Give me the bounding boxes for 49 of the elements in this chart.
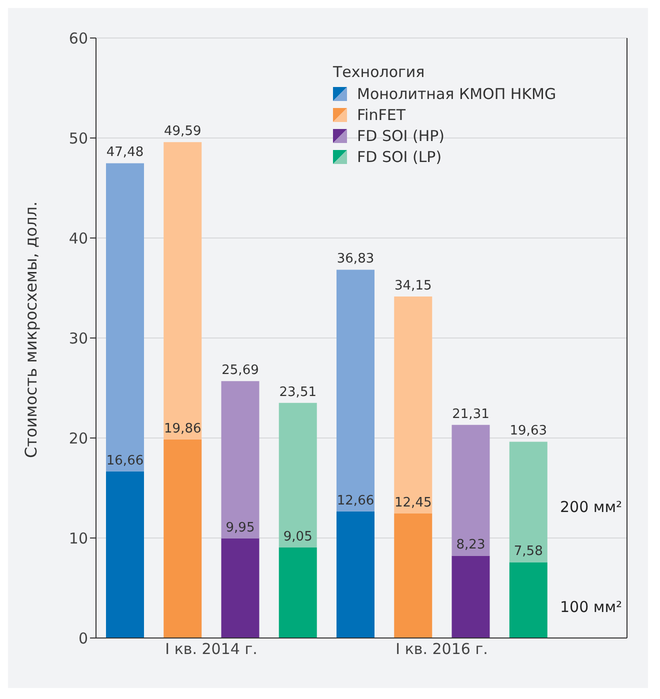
total-label: 49,59 <box>164 124 202 140</box>
text: 100 мм² <box>560 598 622 616</box>
data-label: 9,05 <box>283 530 312 544</box>
data-label: 12,66 <box>336 493 374 508</box>
bar <box>509 562 548 638</box>
y-tick-label: 40 <box>68 229 88 248</box>
legend-label: FinFET <box>357 106 406 124</box>
y-tick-label: 20 <box>68 429 88 448</box>
text: 200 мм² <box>560 498 622 516</box>
bar <box>106 471 144 638</box>
data-label: 16,66 <box>106 453 144 468</box>
data-label: 19,86 <box>164 421 202 436</box>
legend-label: FD SOI (HP) <box>357 127 444 145</box>
bar <box>278 548 317 638</box>
y-tick-label: 10 <box>68 529 88 548</box>
total-label: 47,48 <box>106 145 144 160</box>
bar <box>452 424 490 556</box>
data-label: 12,45 <box>394 496 432 510</box>
bar <box>106 163 144 472</box>
total-label: 19,63 <box>510 424 547 439</box>
text: I кв. 2014 г. <box>164 640 258 658</box>
y-tick-label: 50 <box>68 129 88 148</box>
total-label: 36,83 <box>336 252 374 267</box>
legend-label: FD SOI (LP) <box>357 148 442 166</box>
legend-title: Технология <box>333 63 426 81</box>
total-label: 34,15 <box>394 278 432 294</box>
y-tick-label: 60 <box>68 29 88 48</box>
total-label: 23,51 <box>279 384 316 400</box>
bar <box>164 439 202 638</box>
y-tick-label: 30 <box>68 329 88 348</box>
bar <box>221 538 260 638</box>
total-label: 25,69 <box>222 363 259 378</box>
y-tick-label: 0 <box>78 629 88 648</box>
total-label: 21,31 <box>452 406 490 422</box>
bar <box>221 381 260 538</box>
legend-label: Монолитная КМОП HKMG <box>357 85 556 103</box>
bar <box>278 402 317 548</box>
bar <box>336 511 374 638</box>
bar <box>452 556 490 638</box>
bar <box>164 142 202 440</box>
text: I кв. 2016 г. <box>394 640 489 658</box>
bar <box>394 514 432 638</box>
data-label: 8,23 <box>456 538 486 553</box>
data-label: 7,58 <box>514 544 543 560</box>
bar <box>509 442 548 562</box>
bar <box>394 296 432 514</box>
bar <box>336 270 374 512</box>
data-label: 9,95 <box>226 520 255 536</box>
y-axis-title: Стоимость микросхемы, долл. <box>22 201 41 458</box>
